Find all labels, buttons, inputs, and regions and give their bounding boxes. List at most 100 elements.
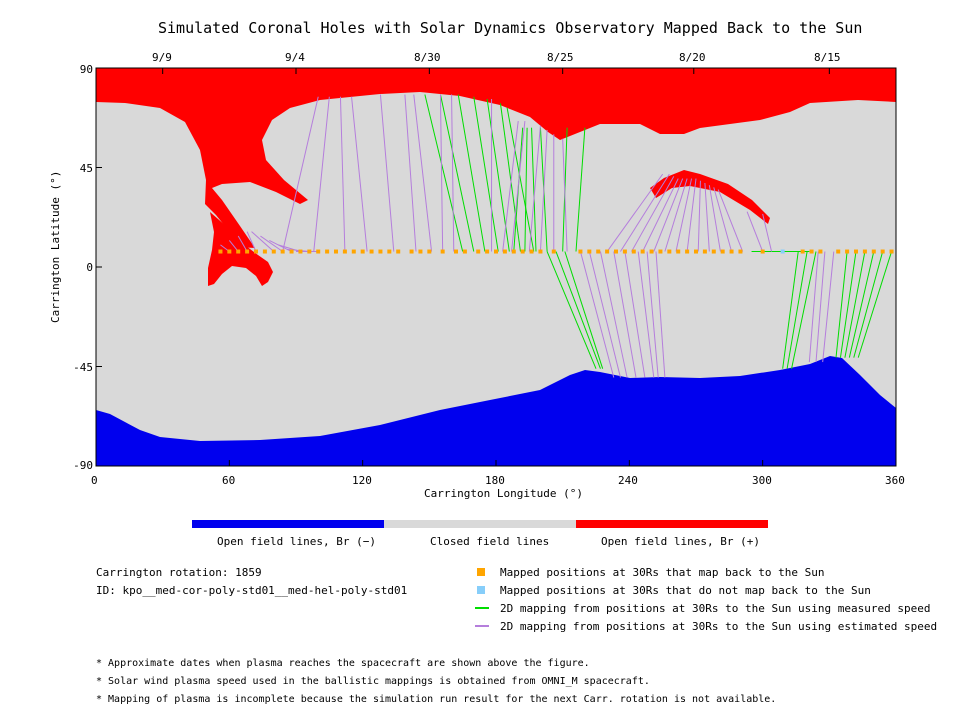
measured-mapping-line — [782, 251, 799, 369]
mapped-point — [325, 249, 330, 254]
mapped-point — [280, 249, 285, 254]
measured-mapping-line — [424, 94, 464, 252]
measured-mapping-line — [857, 251, 893, 358]
estimated-mapping-line — [313, 96, 330, 252]
y-axis-label: Carrington Latitude (°) — [49, 170, 62, 323]
mapped-point — [694, 249, 698, 254]
colorbar-label-open-negative: Open field lines, Br (−) — [217, 535, 376, 548]
x-tick-label: 180 — [485, 474, 505, 487]
estimated-mapping-line — [339, 96, 346, 252]
estimated-mapping-line — [579, 251, 615, 378]
mapped-point — [427, 249, 432, 254]
estimated-mapping-line — [704, 182, 710, 252]
estimated-mapping-line — [502, 121, 519, 252]
estimated-mapping-line — [675, 178, 693, 252]
mapped-point — [614, 249, 618, 254]
footnote: * Approximate dates when plasma reaches … — [96, 658, 590, 669]
mapped-point — [262, 249, 267, 254]
mapped-point — [351, 249, 356, 254]
x-tick-label: 60 — [222, 474, 236, 487]
estimated-mapping-line — [379, 94, 395, 252]
mapped-point — [334, 249, 338, 254]
measured-mapping-line — [473, 96, 499, 252]
mapped-point — [529, 249, 534, 254]
mapped-point — [440, 249, 445, 254]
mapped-point — [711, 249, 716, 254]
legend-line-estimated — [475, 625, 489, 627]
date-tick-label: 9/4 — [285, 51, 305, 64]
mapped-point — [511, 249, 516, 254]
mapped-point — [871, 249, 876, 254]
mapped-point — [729, 249, 734, 254]
mapped-point — [236, 249, 241, 254]
estimated-mapping-line — [655, 251, 666, 378]
estimated-mapping-line — [588, 251, 621, 378]
estimated-mapping-line — [413, 94, 433, 252]
mapped-point — [800, 249, 805, 254]
estimated-mapping-line — [606, 173, 664, 252]
estimated-mapping-line — [451, 94, 455, 252]
estimated-mapping-line — [646, 251, 659, 378]
x-tick-label: 300 — [752, 474, 772, 487]
open-positive-small-region — [208, 212, 273, 286]
date-tick-label: 9/9 — [152, 51, 172, 64]
legend-label-unmapped: Mapped positions at 30Rs that do not map… — [500, 584, 871, 597]
mapped-point — [538, 249, 543, 254]
mapped-point — [254, 249, 258, 254]
map-regions — [96, 68, 896, 466]
mapped-point — [227, 249, 232, 254]
mapped-point — [418, 249, 423, 254]
measured-mapping-line — [506, 107, 535, 252]
mapped-point — [880, 249, 885, 254]
mapped-point — [809, 249, 814, 254]
date-tick-label: 8/30 — [414, 51, 441, 64]
mapped-point — [836, 249, 841, 254]
estimated-mapping-line — [562, 138, 568, 252]
chart-title: Simulated Coronal Holes with Solar Dynam… — [158, 19, 863, 37]
mapped-point — [218, 249, 223, 254]
y-tick-label: -90 — [73, 459, 93, 472]
mapped-point — [502, 249, 507, 254]
estimated-mapping-line — [613, 251, 637, 378]
estimated-mapping-line — [539, 129, 548, 252]
estimated-mapping-line — [697, 180, 701, 252]
mapped-point — [889, 249, 894, 254]
colorbar-closed — [384, 520, 576, 528]
estimated-mapping-line — [637, 251, 655, 378]
estimated-mapping-line — [708, 185, 721, 252]
mapped-point — [378, 249, 383, 254]
x-axis-label: Carrington Longitude (°) — [424, 487, 583, 500]
x-tick-label: 0 — [91, 474, 98, 487]
mapped-point — [854, 249, 858, 254]
y-tick-label: 90 — [79, 63, 93, 76]
colorbar-label-open-positive: Open field lines, Br (+) — [601, 535, 760, 548]
mapped-point — [342, 249, 347, 254]
footnote: * Mapping of plasma is incomplete becaus… — [96, 694, 777, 705]
date-tick-label: 8/15 — [814, 51, 841, 64]
open-negative-south-region — [96, 356, 896, 466]
estimated-mapping-line — [762, 213, 773, 252]
mapped-point — [862, 249, 867, 254]
estimated-mapping-line — [631, 176, 675, 252]
legend-label-mapped: Mapped positions at 30Rs that map back t… — [500, 566, 825, 579]
mapped-point — [738, 249, 743, 254]
estimated-mapping-line — [713, 187, 733, 252]
mapped-point — [409, 249, 414, 254]
measured-mapping-line — [564, 251, 604, 369]
mapped-point — [289, 249, 294, 254]
x-tick-label: 240 — [618, 474, 638, 487]
mapped-point — [316, 249, 321, 254]
measured-mapping-line — [786, 251, 808, 369]
mapped-point — [369, 249, 374, 254]
mapped-point — [578, 249, 583, 254]
legend-swatch-mapped — [477, 568, 485, 576]
estimated-mapping-line — [808, 251, 819, 363]
mapped-point — [462, 249, 467, 254]
y-tick-label: 45 — [79, 162, 93, 175]
mapping-lines — [220, 94, 893, 378]
colorbar-open-positive — [576, 520, 768, 528]
measured-mapping-line — [575, 127, 586, 252]
estimated-mapping-line — [746, 211, 764, 252]
mapped-point — [649, 249, 654, 254]
